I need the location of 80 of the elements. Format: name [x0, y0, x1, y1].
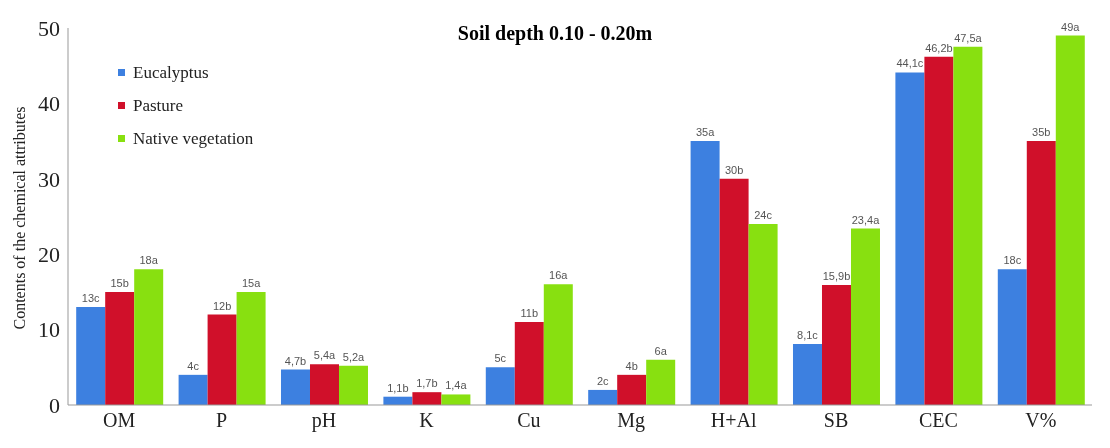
x-tick-label: OM [103, 409, 136, 432]
x-tick-label: V% [1025, 409, 1057, 432]
data-label: 35a [695, 126, 716, 139]
data-label: 8,1c [797, 328, 819, 341]
chart-title: Soil depth 0.10 - 0.20m [457, 22, 653, 44]
data-label: 11b [520, 307, 539, 320]
x-tick-label: CEC [918, 409, 958, 432]
bar [821, 285, 851, 405]
y-tick-label: 50 [38, 15, 60, 41]
bar [76, 306, 106, 405]
data-label: 2c [596, 374, 609, 387]
bar [748, 224, 778, 405]
data-label: 1,1b [387, 381, 409, 394]
data-label: 44,1c [896, 57, 924, 70]
x-tick-label: P [216, 409, 228, 432]
bar [280, 369, 310, 405]
legend-label: Native vegetation [132, 128, 254, 150]
data-label: 23,4a [851, 213, 881, 226]
data-label: 24c [754, 209, 773, 222]
y-tick-label: 30 [38, 166, 60, 192]
data-label: 1,4a [445, 379, 468, 392]
bar [441, 394, 471, 405]
data-label: 4b [625, 359, 638, 372]
bar [178, 374, 208, 405]
legend-label: Eucalyptus [132, 62, 210, 84]
bar [1026, 141, 1056, 405]
bar [719, 178, 749, 405]
bar [412, 392, 442, 405]
y-tick-label: 40 [38, 91, 60, 117]
bar [850, 228, 880, 405]
y-axis-title: Contents of the chemical attributes [11, 106, 29, 330]
y-tick-label: 20 [38, 242, 60, 268]
data-label: 5,4a [313, 349, 337, 362]
data-label: 49a [1061, 20, 1081, 33]
bar [105, 291, 135, 405]
data-label: 4c [187, 359, 200, 372]
data-label: 46,2b [925, 41, 953, 54]
y-tick-label: 0 [49, 392, 60, 418]
bar [1055, 35, 1085, 405]
bar [997, 269, 1027, 405]
bar [207, 314, 237, 405]
data-label: 16a [549, 269, 569, 282]
data-label: 5c [494, 352, 507, 365]
data-label: 12b [212, 299, 232, 312]
bar [895, 72, 925, 405]
bar [338, 365, 368, 405]
data-label: 30b [724, 163, 744, 176]
x-tick-label: Cu [517, 409, 541, 432]
x-tick-label: SB [823, 409, 849, 432]
data-label: 15a [241, 276, 262, 289]
bar [134, 269, 164, 405]
x-tick-label: H+Al [710, 409, 757, 432]
bar [236, 291, 266, 405]
bar [309, 364, 339, 405]
data-label: 15,9b [822, 270, 851, 283]
data-label: 13c [81, 291, 101, 304]
bar [485, 367, 515, 405]
data-label: 4,7b [284, 354, 307, 367]
bar [792, 343, 822, 405]
data-label: 35b [1032, 126, 1051, 139]
data-label: 1,7b [416, 377, 438, 390]
legend-label: Pasture [132, 95, 185, 117]
data-label: 18a [139, 254, 159, 267]
x-tick-label: K [419, 409, 435, 432]
bar [543, 284, 573, 405]
bar [690, 141, 720, 405]
bar [588, 389, 618, 405]
bar [617, 374, 647, 405]
bar [924, 56, 954, 405]
data-label: 5,2a [342, 350, 366, 363]
bar [953, 46, 983, 405]
bar [514, 322, 544, 405]
data-label: 47,5a [954, 31, 983, 44]
x-tick-label: pH [311, 409, 337, 433]
x-tick-label: Mg [617, 409, 646, 433]
y-tick-label: 10 [38, 317, 60, 343]
bar [646, 359, 676, 405]
data-label: 6a [654, 344, 668, 357]
data-label: 15b [110, 276, 129, 289]
data-label: 18c [1003, 254, 1022, 267]
